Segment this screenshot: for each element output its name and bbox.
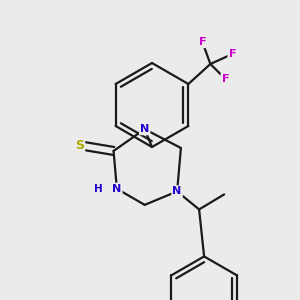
Text: F: F <box>199 37 206 47</box>
Text: H: H <box>94 184 103 194</box>
Text: N: N <box>172 186 182 197</box>
Text: F: F <box>222 74 229 84</box>
Text: N: N <box>140 124 149 134</box>
Text: S: S <box>75 140 84 152</box>
Text: F: F <box>229 49 236 59</box>
Text: N: N <box>112 184 122 194</box>
